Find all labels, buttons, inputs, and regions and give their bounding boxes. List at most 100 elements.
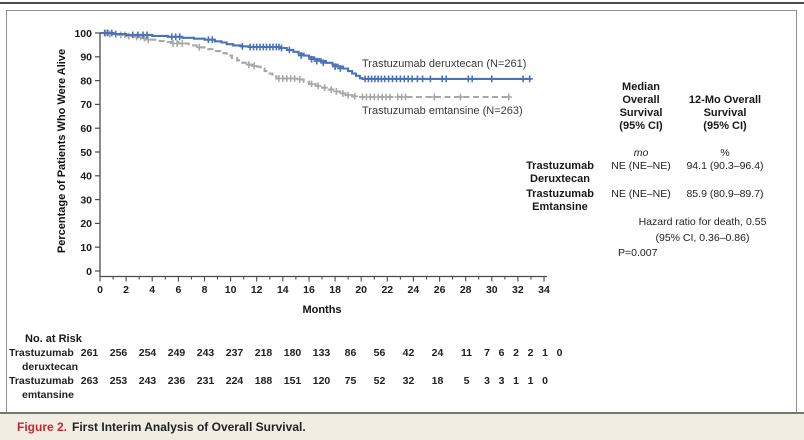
risk-value: 32 <box>402 375 415 387</box>
risk-value: 120 <box>312 375 331 387</box>
stats-row2-name-line2: Emtansine <box>532 201 588 213</box>
x-tick-label: 8 <box>202 284 208 296</box>
y-tick-label: 0 <box>86 266 92 278</box>
y-tick-label: 10 <box>80 242 92 254</box>
figure-caption-text: First Interim Analysis of Overall Surviv… <box>72 420 306 434</box>
y-tick-label: 60 <box>80 123 92 135</box>
risk-value: 243 <box>138 375 157 387</box>
risk-value: 18 <box>431 375 444 387</box>
y-tick-label: 80 <box>80 75 92 87</box>
stats-row1-name-line2: Deruxtecan <box>530 173 590 185</box>
stats-row2-name-line1: Trastuzumab <box>526 188 594 200</box>
risk-value: 249 <box>167 347 186 359</box>
risk-value: 0 <box>556 347 563 359</box>
hazard-ratio-line1: Hazard ratio for death, 0.55 <box>638 216 767 228</box>
censor-marks-deruxtecan <box>101 29 533 83</box>
stats-col1-header-line: Overall <box>622 94 660 106</box>
hazard-ratio-line2: (95% CI, 0.36–0.86) <box>655 231 750 244</box>
y-tick-label: 20 <box>80 218 92 230</box>
stats-row2-name: Trastuzumab Emtansine <box>517 188 603 214</box>
survival-curves <box>100 29 533 101</box>
x-tick-label: 20 <box>355 284 367 296</box>
risk-value: 263 <box>80 375 99 387</box>
stats-col2-header: 12-Mo Overall Survival (95% CI) <box>675 94 775 133</box>
y-tick-label: 70 <box>80 99 92 111</box>
risk-value: 2 <box>513 347 519 359</box>
stats-col1-unit: mo <box>633 147 649 159</box>
x-tick-label: 32 <box>512 284 524 296</box>
x-tick-label: 34 <box>538 284 550 296</box>
x-tick-label: 24 <box>408 284 420 296</box>
top-rule <box>0 2 804 4</box>
hazard-ratio-block: Hazard ratio for death, 0.55 (95% CI, 0.… <box>618 215 787 262</box>
p-value: P=0.007 <box>618 247 658 259</box>
risk-value: 180 <box>283 347 302 359</box>
risk-row2-label-line2: emtansine <box>22 389 74 401</box>
risk-value: 3 <box>484 375 490 387</box>
risk-table-title: No. at Risk <box>25 333 82 345</box>
x-tick-label: 4 <box>149 284 155 296</box>
curve-label-deruxtecan: Trastuzumab deruxtecan (N=261) <box>362 58 526 70</box>
risk-value: 261 <box>80 347 99 359</box>
axis-lines <box>99 33 547 278</box>
risk-value: 237 <box>225 347 244 359</box>
risk-value: 5 <box>463 375 470 387</box>
risk-value: 6 <box>498 347 505 359</box>
stats-col1-header-line: (95% CI) <box>619 120 663 132</box>
risk-value: 1 <box>527 375 534 387</box>
curve-label-emtansine: Trastuzumab emtansine (N=263) <box>362 105 523 117</box>
risk-value: 56 <box>373 347 386 359</box>
risk-row1-label-line2: deruxtecan <box>22 361 79 373</box>
risk-value: 24 <box>431 347 444 359</box>
caption-bar: Figure 2. First Interim Analysis of Overa… <box>0 414 804 440</box>
risk-value: 52 <box>373 375 386 387</box>
y-tick-label: 100 <box>74 28 92 40</box>
risk-value: 1 <box>542 347 548 359</box>
x-axis-title: Months <box>302 304 341 316</box>
risk-value: 42 <box>402 347 415 359</box>
risk-value: 7 <box>484 347 490 359</box>
x-tick-label: 12 <box>251 284 263 296</box>
risk-value: 75 <box>344 375 357 387</box>
x-tick-label: 22 <box>381 284 393 296</box>
stats-col2-header-line: (95% CI) <box>703 120 747 132</box>
y-tick-label: 30 <box>80 194 92 206</box>
stats-row1-median: NE (NE–NE) <box>611 160 671 172</box>
y-tick-label: 90 <box>80 52 92 64</box>
risk-value: 2 <box>527 347 534 359</box>
risk-row2-label-line1: Trastuzumab <box>9 375 74 387</box>
risk-value: 11 <box>460 347 473 359</box>
risk-value: 243 <box>196 347 215 359</box>
risk-value: 0 <box>542 375 548 387</box>
stats-row1-name: Trastuzumab Deruxtecan <box>517 160 603 186</box>
stats-col1-header-line: Median <box>622 81 660 93</box>
stats-col2-header-line: Survival <box>703 107 747 119</box>
risk-value: 253 <box>109 375 128 387</box>
figure-panel: 0 10 20 30 40 50 60 70 80 90 100 0 2 4 6 8 10 12 14 16 18 20 2… <box>6 10 797 413</box>
risk-value: 236 <box>167 375 186 387</box>
y-tick-label: 50 <box>80 147 92 159</box>
x-tick-label: 18 <box>329 284 341 296</box>
x-tick-label: 16 <box>303 284 315 296</box>
risk-value: 1 <box>513 375 519 387</box>
stats-col1-header: Median Overall Survival (95% CI) <box>599 81 683 133</box>
risk-value: 254 <box>138 347 157 359</box>
risk-value: 86 <box>344 347 357 359</box>
x-tick-label: 26 <box>434 284 446 296</box>
y-axis-title: Percentage of Patients Who Were Alive <box>56 49 68 253</box>
risk-value: 231 <box>196 375 215 387</box>
stats-col2-unit: % <box>720 147 730 159</box>
x-tick-label: 28 <box>460 284 472 296</box>
risk-value: 224 <box>225 375 244 387</box>
x-tick-label: 6 <box>175 284 181 296</box>
stats-row1-12mo: 94.1 (90.3–96.4) <box>686 160 764 172</box>
x-tick-label: 10 <box>225 284 237 296</box>
y-tick-label: 40 <box>80 171 92 183</box>
stats-row1-name-line1: Trastuzumab <box>526 160 594 172</box>
x-tick-label: 30 <box>486 284 498 296</box>
stats-col2-header-line: 12-Mo Overall <box>688 94 762 106</box>
risk-value: 3 <box>498 375 505 387</box>
